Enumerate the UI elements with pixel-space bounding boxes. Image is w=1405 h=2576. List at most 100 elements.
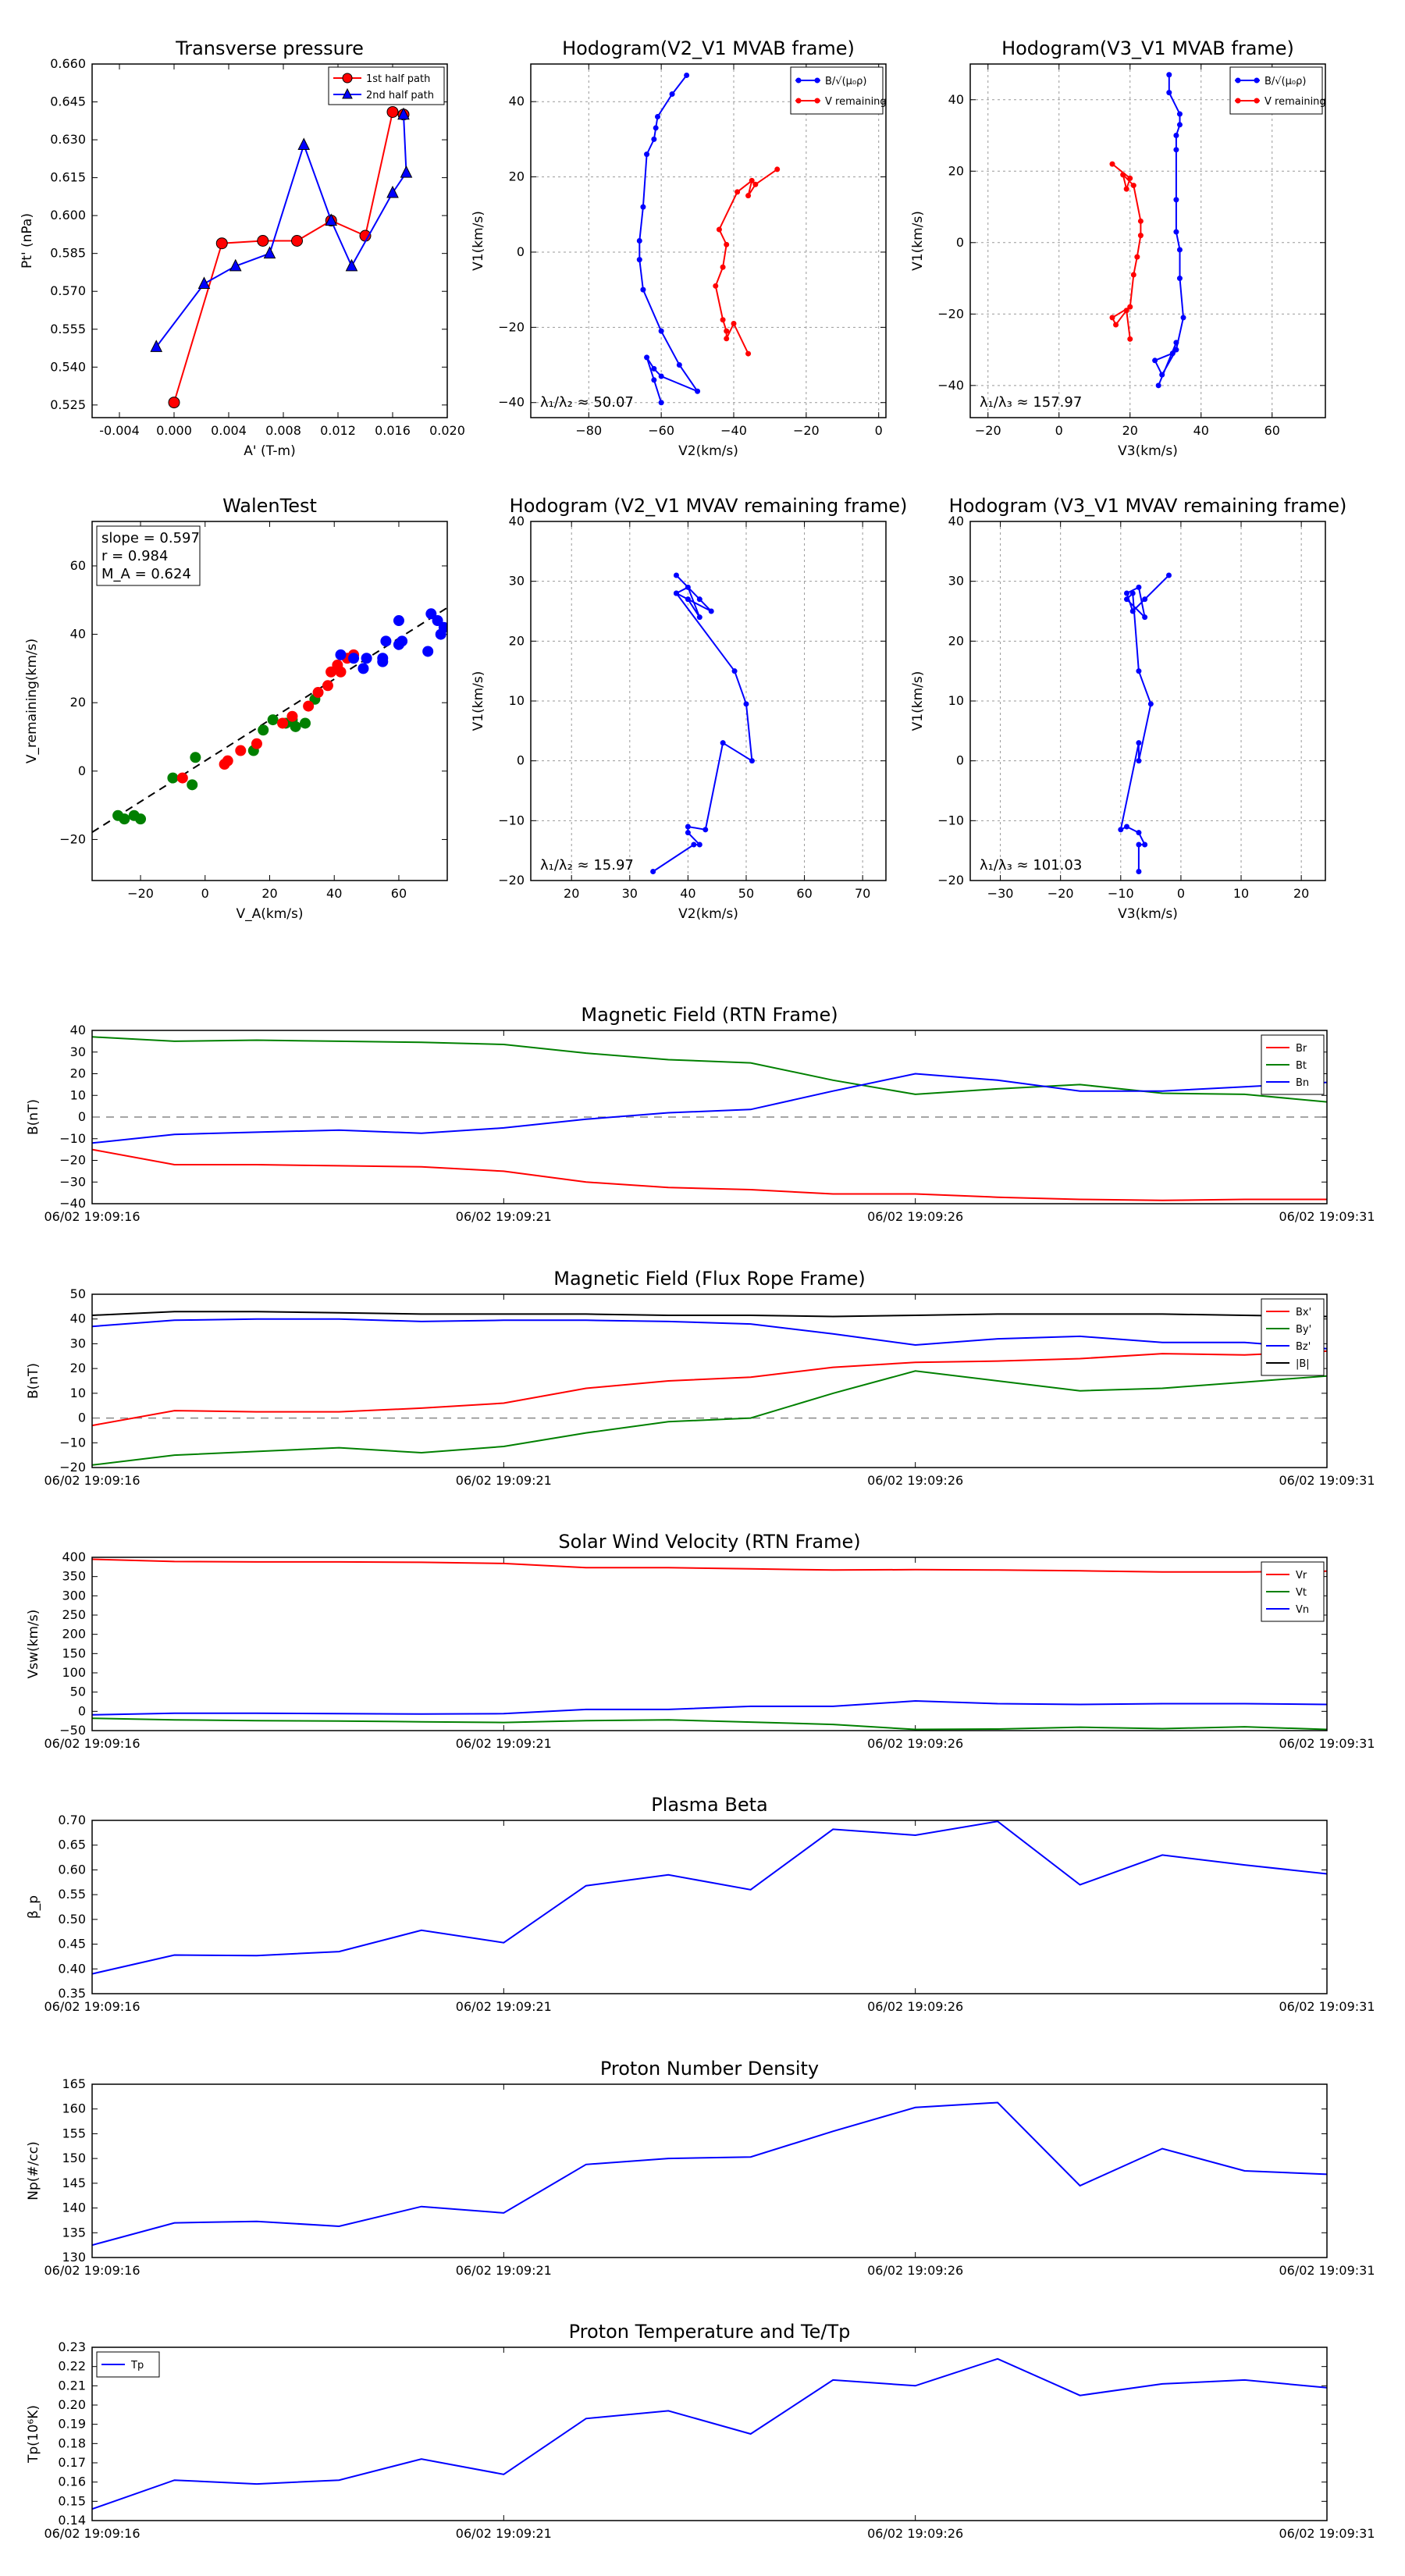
y-tick-label: 30 [509,574,525,589]
data-point [673,572,679,578]
series-line-0 [92,1350,1327,1427]
axes-frame [530,63,887,418]
data-point [277,717,289,729]
data-point [1134,254,1140,260]
data-point [696,841,702,848]
y-tick-label: 0.15 [58,2493,86,2508]
data-point [644,151,650,158]
stats-box [96,525,201,586]
data-point [676,362,682,368]
y-tick-label: 145 [62,2176,86,2190]
y-tick-label: 10 [509,693,525,708]
chart-title: Proton Temperature and Te/Tp [569,2321,851,2343]
y-tick-label: 0.660 [50,56,86,71]
data-point [640,204,646,210]
panel-mag_fr: 06/02 19:09:16 06/02 19:09:21 06/02 19:09:… [26,1268,1375,1488]
y-tick-label: 60 [70,558,86,573]
x-tick-label: 06/02 19:09:31 [1279,2526,1375,2541]
series-line-2 [92,1699,1327,1716]
axes-frame [91,1557,1328,1731]
data-point [743,701,749,707]
legend-marker [814,77,820,84]
x-tick-label: 06/02 19:09:21 [456,1473,552,1488]
y-axis-label: Np(#/cc) [26,2141,41,2200]
y-tick-label: −20 [937,306,964,321]
y-tick-label: 400 [62,1550,86,1564]
plot-area [92,1311,1327,1466]
x-tick-label: 0 [875,423,883,438]
data-point [774,166,781,173]
y-tick-label: 40 [70,627,86,642]
stats-line: slope = 0.597 [101,530,200,546]
y-tick-label: 200 [62,1627,86,1642]
plot-area [92,1558,1327,1731]
y-tick-label: 0.60 [58,1862,86,1877]
data-point [749,758,755,764]
data-point [257,235,269,247]
legend-label: Vn [1296,1604,1309,1616]
y-tick-label: 0.22 [58,2359,86,2374]
data-point [425,608,437,620]
legend: Bx' By' Bz' |B| [1261,1298,1325,1376]
y-tick-label: −40 [498,395,525,410]
y-tick-label: 0.525 [50,397,86,412]
chart-title: Magnetic Field (RTN Frame) [581,1004,838,1026]
data-point [745,350,752,357]
x-tick-label: -0.004 [99,423,140,438]
series-line-0 [653,575,753,873]
data-point [1176,111,1183,117]
data-point [286,710,298,722]
data-point [1130,272,1136,278]
data-point [345,258,358,272]
legend-label: Vr [1296,1570,1307,1582]
legend-label: Bt [1296,1060,1307,1072]
y-tick-label: 30 [70,1336,86,1350]
y-axis-label: V1(km/s) [910,671,926,731]
plot-area [92,1820,1327,1975]
legend-marker [1235,98,1241,104]
legend-label: V remaining [1264,96,1326,108]
y-tick-label: 0.17 [58,2455,86,2470]
y-tick-label: 40 [509,94,525,109]
data-point [251,738,262,749]
eigenvalue-ratio: λ₁/λ₂ ≈ 50.07 [540,394,634,411]
plot-area [150,105,413,409]
data-point [348,653,360,664]
fit-stats: slope = 0.597 r = 0.984 M_A = 0.624 [96,525,201,586]
plot-area [1109,72,1186,389]
data-point [720,264,726,270]
series-line-3 [92,1311,1327,1318]
data-point [724,241,730,247]
data-point [658,328,664,334]
y-tick-label: 30 [948,574,964,589]
axes-frame [969,63,1326,418]
y-tick-label: 0 [78,1411,86,1425]
x-tick-label: −20 [975,423,1001,438]
data-point [386,185,399,198]
data-point [713,283,719,289]
data-point [685,584,691,590]
data-point [1155,382,1161,389]
data-point [702,827,709,833]
data-point [1173,133,1179,139]
panel-mag_rtn: 06/02 19:09:16 06/02 19:09:21 06/02 19:09:… [26,1004,1375,1224]
data-point [386,105,399,118]
series-line-0 [92,2101,1327,2247]
y-tick-label: 20 [70,695,86,710]
data-point [222,755,233,767]
y-tick-label: 0 [956,753,964,768]
eigenvalue-ratio: λ₁/λ₃ ≈ 157.97 [980,394,1082,411]
x-tick-label: 06/02 19:09:26 [867,1999,963,2014]
plot-area [1118,572,1172,874]
data-point [1147,701,1154,707]
y-tick-label: 0 [78,1109,86,1124]
data-point [380,635,392,647]
data-point [377,653,389,664]
data-point [716,226,722,233]
data-point [724,328,730,334]
data-point [397,107,410,120]
x-tick-label: 06/02 19:09:16 [44,1209,140,1224]
y-tick-label: −10 [59,1435,86,1450]
data-point [290,720,301,732]
data-point [1136,830,1142,836]
